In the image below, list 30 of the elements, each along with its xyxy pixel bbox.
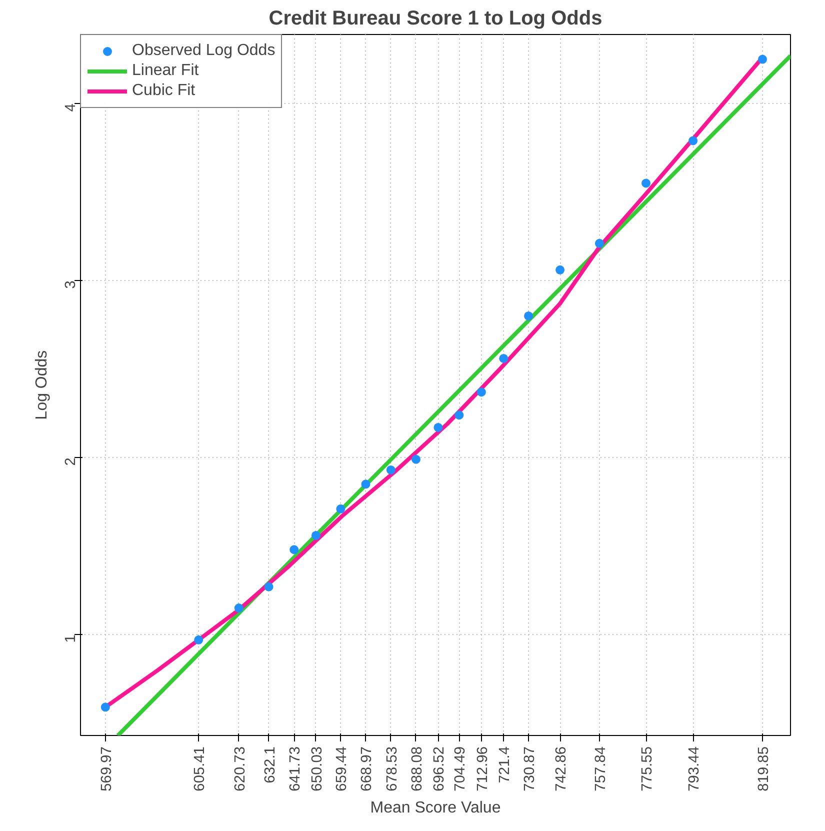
x-tick-label: 696.52 bbox=[432, 746, 448, 792]
x-tick-label: 688.08 bbox=[409, 746, 426, 792]
x-tick-label: 775.55 bbox=[640, 746, 656, 792]
x-tick-label: 678.53 bbox=[384, 746, 400, 792]
x-tick-label: 742.86 bbox=[554, 746, 570, 792]
x-tick-label: 659.44 bbox=[334, 746, 350, 792]
x-tick-label: 605.41 bbox=[192, 746, 208, 792]
x-tick-label: 704.49 bbox=[452, 746, 469, 792]
y-axis-title: Log Odds bbox=[34, 350, 50, 420]
x-tick-label: 668.97 bbox=[359, 746, 376, 792]
y-tick-label: 1 bbox=[63, 634, 79, 643]
x-tick-label: 721.4 bbox=[497, 746, 514, 784]
x-tick-label: 650.03 bbox=[309, 746, 326, 792]
x-tick-label: 712.96 bbox=[474, 746, 491, 792]
legend-label: Cubic Fit bbox=[132, 82, 196, 100]
x-tick-label: 641.73 bbox=[288, 746, 304, 792]
x-axis-title: Mean Score Value bbox=[370, 799, 501, 816]
y-tick-label: 2 bbox=[63, 458, 79, 466]
x-tick-label: 757.84 bbox=[592, 746, 609, 792]
x-tick-label: 819.85 bbox=[756, 746, 772, 792]
x-tick-label: 569.97 bbox=[98, 746, 115, 792]
x-tick-label: 730.87 bbox=[522, 746, 538, 792]
chart-title: Credit Bureau Score 1 to Log Odds bbox=[268, 8, 602, 30]
x-tick-label: 632.1 bbox=[262, 746, 278, 784]
legend-label: Observed Log Odds bbox=[132, 42, 276, 60]
y-tick-label: 4 bbox=[63, 104, 79, 112]
y-tick-label: 3 bbox=[63, 280, 79, 289]
x-tick-label: 793.44 bbox=[686, 746, 703, 792]
legend-label: Linear Fit bbox=[132, 62, 199, 80]
x-tick-label: 620.73 bbox=[232, 746, 248, 792]
